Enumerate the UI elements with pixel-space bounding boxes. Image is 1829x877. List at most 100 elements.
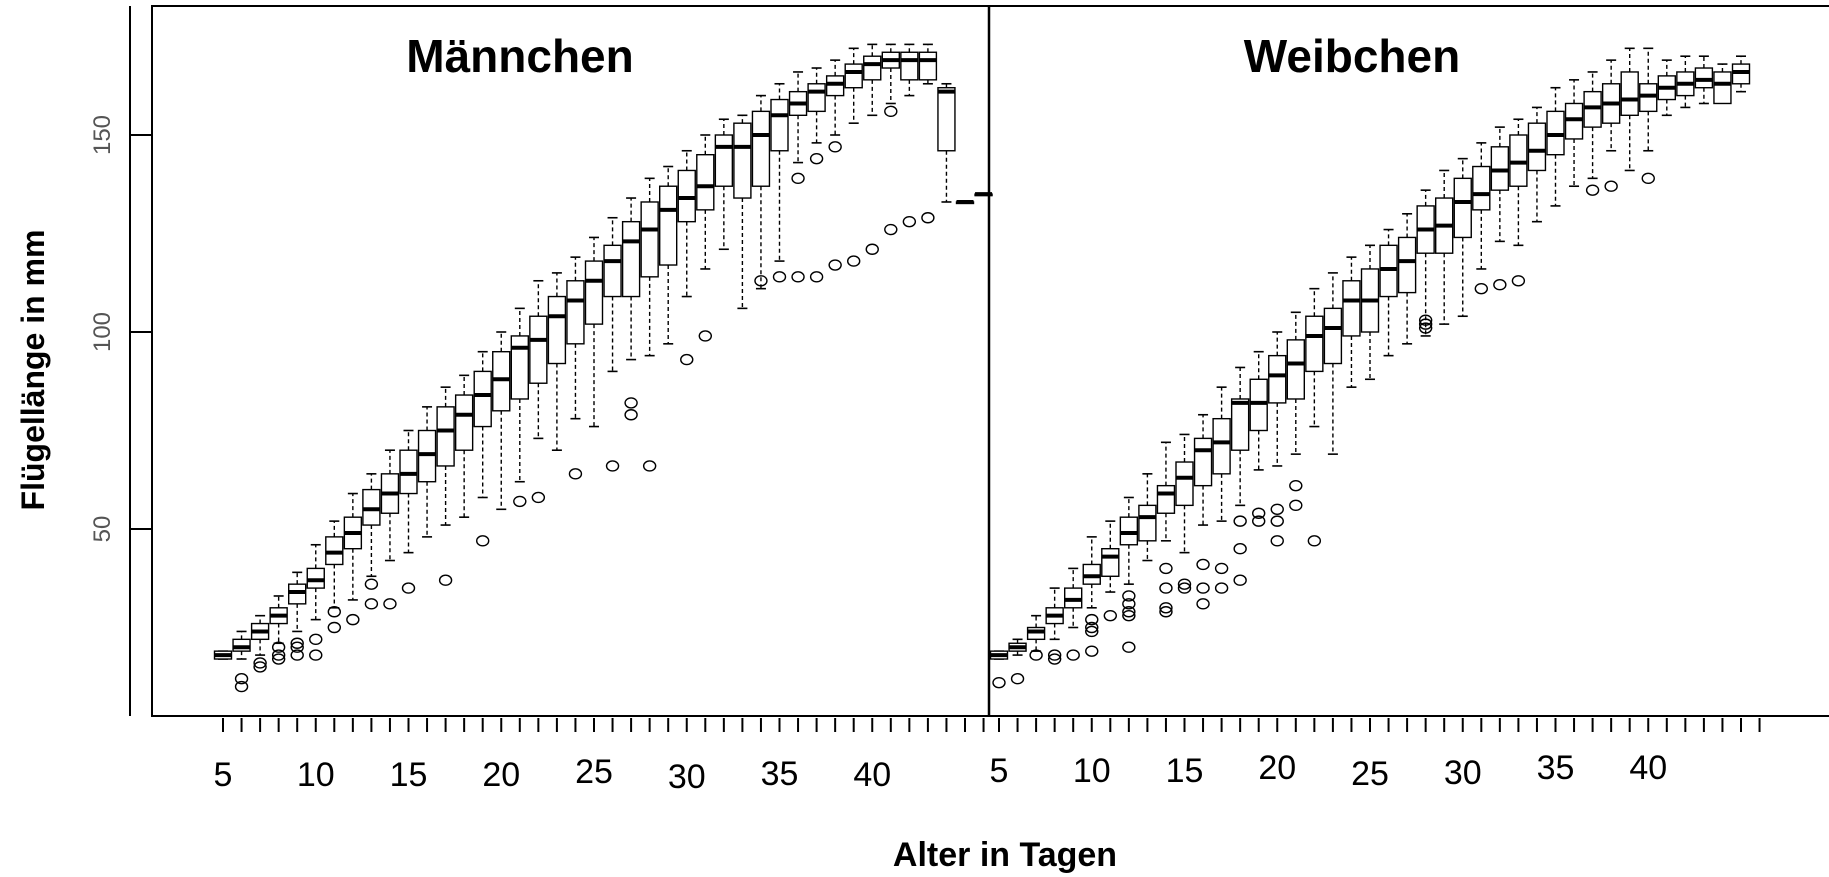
outlier-point [698,330,712,342]
outlier-point [1418,314,1433,326]
box-age-21 [1286,311,1306,512]
outlier-point [346,613,360,626]
box-age-16 [417,406,437,538]
outlier-point [1251,507,1266,519]
outlier-point [1159,582,1173,594]
box-age-6 [232,630,251,693]
outlier-point [327,621,341,634]
outlier-point [1047,653,1062,665]
box-iqr [1397,236,1417,294]
box-age-22 [529,279,548,504]
box-iqr [937,87,956,152]
y-tick-label: 100 [89,312,116,352]
outlier-point [1196,558,1210,571]
box-age-8 [1045,587,1064,665]
box-iqr [1713,71,1732,105]
outlier-point [1177,582,1192,594]
outlier-point [884,105,898,118]
box-age-41 [881,43,900,236]
outlier-point [1418,318,1433,330]
box-age-25 [1360,244,1380,381]
x-tick-label: 15 [390,756,428,794]
box-age-36 [788,71,808,283]
outlier-point [1251,515,1266,527]
box-age-34 [1527,106,1547,223]
outlier-point [364,578,379,590]
outlier-point [1010,673,1025,685]
box-iqr [1193,437,1213,487]
box-age-30 [1453,157,1472,318]
outlier-point [364,598,379,610]
box-age-37 [1583,71,1602,196]
box-age-12 [343,492,363,626]
box-age-29 [659,165,678,345]
box-age-20 [492,331,511,511]
outlier-point [1196,598,1210,610]
x-tick-label: 40 [853,756,891,794]
box-iqr [1323,307,1343,365]
outlier-point [1122,641,1136,653]
box-age-24 [1342,256,1361,388]
outlier-point [1085,613,1099,626]
box-age-16 [1193,413,1213,610]
outlier-point [401,582,416,594]
box-age-19 [1249,350,1268,527]
box-iqr [621,220,641,298]
plot-frame [151,5,1829,717]
outlier-point [1289,499,1303,512]
x-tick-label: 35 [761,755,799,793]
outlier-point [1418,322,1433,334]
box-iqr [529,315,548,384]
box-iqr [1286,339,1306,400]
box-age-33 [733,114,752,310]
outlier-point [1029,649,1043,661]
box-age-39 [1620,47,1639,172]
box-age-28 [640,177,659,472]
box-iqr [844,63,863,89]
x-tick-label: 10 [1073,752,1111,790]
box-age-35 [1546,86,1565,207]
box-age-40 [1639,47,1658,185]
outlier-point [1493,279,1507,291]
box-iqr [566,280,585,345]
outlier-point [1233,515,1247,527]
box-age-44 [937,82,956,203]
outlier-point [1159,562,1173,575]
box-age-31 [696,134,715,342]
box-age-38 [825,59,845,271]
box-age-15 [1175,433,1194,594]
box-iqr [584,260,604,325]
box-iqr [1305,315,1324,373]
outlier-point [1511,275,1526,287]
outlier-point [1196,582,1210,594]
box-age-23 [1323,272,1343,455]
box-age-10 [306,543,325,661]
box-age-18 [454,374,474,518]
box-age-46 [974,192,993,197]
outlier-point [1122,609,1136,622]
box-age-18 [1230,366,1250,586]
outlier-point [253,661,267,673]
box-age-12 [1119,496,1139,653]
box-age-5 [989,650,1009,689]
outlier-point [271,653,286,665]
box-age-26 [603,216,622,472]
y-tick-label: 150 [89,115,116,155]
box-age-7 [1026,614,1046,661]
outlier-point [772,271,787,283]
box-iqr [603,244,622,298]
box-age-5 [213,650,233,660]
outlier-point [809,271,824,283]
x-tick-label: 20 [482,756,520,794]
box-iqr [640,201,659,278]
outlier-point [865,243,879,255]
box-iqr [696,153,715,211]
outlier-point [271,649,286,661]
box-iqr [1268,354,1287,404]
outlier-point [828,141,842,153]
outlier-point [476,535,490,547]
x-tick-label: 35 [1537,749,1575,787]
outlier-point [271,641,286,653]
box-age-39 [844,47,863,267]
box-age-43 [918,43,938,224]
